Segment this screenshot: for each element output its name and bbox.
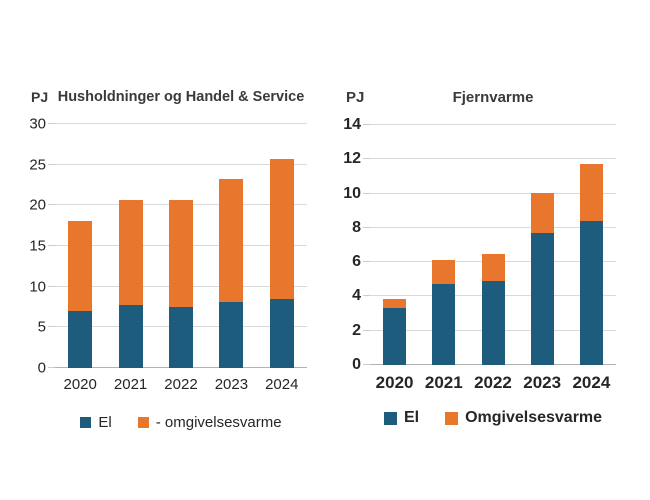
x-category-label: 2024 [265,376,299,393]
bar-segment-omgivelsesvarme [481,253,505,281]
y-tick-label: 5 [37,318,46,336]
bar-2020 [68,220,93,368]
bar-segment-el [579,221,603,365]
bar-segment-omgivelsesvarme [118,199,143,305]
y-axis-tick [48,326,55,328]
bar-2023 [530,192,554,365]
x-category-label: 2021 [424,373,463,392]
x-category-label: 2022 [474,373,512,392]
chart-husholdninger-handel-service: PJ Husholdninger og Handel & Service 0 5 1… [18,84,320,484]
axis-unit-label: PJ [346,89,365,106]
bar-segment-omgivelsesvarme [219,178,244,303]
bar-2022 [169,199,193,368]
gridline [55,123,307,124]
y-tick-label: 12 [343,150,361,168]
x-category-label: 2021 [113,376,148,393]
bar-segment-el [68,311,93,368]
x-category-label: 2020 [63,376,97,393]
y-tick-label: 8 [352,218,361,236]
chart-fjernvarme: PJ Fjernvarme 0 2 4 6 8 10 12 14 2020 2021 2022 202… [336,84,638,484]
y-tick-label: 0 [352,356,361,373]
y-axis-tick [48,123,55,124]
legend-label: Omgivelsesvarme [465,409,603,426]
bar-segment-el [481,281,505,365]
y-axis-tick [363,124,370,125]
bar-segment-el [530,233,554,365]
y-axis-tick [363,329,370,331]
gridline [370,158,616,160]
y-axis-tick [48,367,55,368]
gridline [370,124,616,125]
legend-swatch [137,417,149,428]
bar-2024 [579,163,603,365]
y-tick-label: 30 [29,115,46,133]
y-axis-tick [48,245,55,246]
y-tick-label: 0 [37,359,46,377]
bar-segment-el [118,304,143,368]
y-axis-tick [363,261,370,263]
legend-swatch [445,411,459,425]
legend-swatch [383,411,397,425]
gridline [370,192,616,194]
y-tick-label: 6 [352,253,361,271]
y-tick-label: 10 [343,184,361,202]
bar-segment-el [432,283,456,365]
legend-item-omgivelsesvarme: - omgivelsesvarme [137,414,282,431]
chart-title: Husholdninger og Handel & Service [57,89,305,105]
legend-label: El [403,409,420,426]
y-tick-label: 20 [29,196,46,214]
bar-segment-omgivelsesvarme [383,299,407,309]
chart-title: Fjernvarme [452,89,534,106]
bar-segment-omgivelsesvarme [269,158,294,299]
legend-label: - omgivelsesvarme [155,414,282,431]
y-axis-tick [363,364,370,365]
bar-2023 [219,178,244,368]
y-tick-label: 4 [352,287,361,305]
y-axis-tick [363,295,370,297]
legend-label: El [98,414,112,431]
bar-segment-omgivelsesvarme [579,163,603,221]
plot-area: 0 5 10 15 20 25 30 2020 2021 2022 2023 2024 El - omgi… [29,117,307,431]
x-category-label: 2020 [375,373,414,392]
x-category-label: 2023 [214,376,249,393]
y-axis-tick [48,204,55,206]
y-axis-tick [363,192,370,194]
bar-segment-el [169,307,193,368]
plot-area: 0 2 4 6 8 10 12 14 2020 2021 2022 2023 2024 El Omgivel… [343,117,616,426]
y-tick-label: 2 [352,321,361,339]
y-axis-tick [363,226,370,228]
bar-2021 [432,259,456,365]
y-tick-label: 25 [29,156,46,174]
bar-2021 [118,199,143,368]
gridline [55,163,307,165]
bar-2022 [481,253,505,365]
bar-segment-omgivelsesvarme [68,220,93,312]
bar-2020 [383,299,407,365]
bar-segment-el [219,302,244,368]
gridline [370,226,616,228]
legend-item-omgivelsesvarme: Omgivelsesvarme [445,409,602,427]
legend-swatch [80,417,92,428]
bar-segment-omgivelsesvarme [169,199,193,307]
x-category-label: 2024 [572,373,611,392]
axis-unit-label: PJ [31,89,49,105]
y-tick-label: 10 [29,278,46,296]
y-axis-tick [48,163,55,165]
legend: El - omgivelsesvarme [55,414,307,431]
y-tick-label: 15 [29,237,46,255]
bar-2024 [269,158,294,368]
x-category-label: 2023 [523,373,562,392]
bar-segment-omgivelsesvarme [530,192,554,233]
bar-segment-el [269,298,294,368]
y-axis-tick [363,158,370,160]
y-tick-label: 14 [343,116,361,133]
x-category-label: 2022 [164,376,198,393]
y-axis-tick [48,285,55,287]
legend-item-el: El [80,414,112,431]
legend: El Omgivelsesvarme [370,409,616,427]
bar-segment-el [383,308,407,365]
bar-segment-omgivelsesvarme [432,259,456,284]
legend-item-el: El [383,409,420,427]
